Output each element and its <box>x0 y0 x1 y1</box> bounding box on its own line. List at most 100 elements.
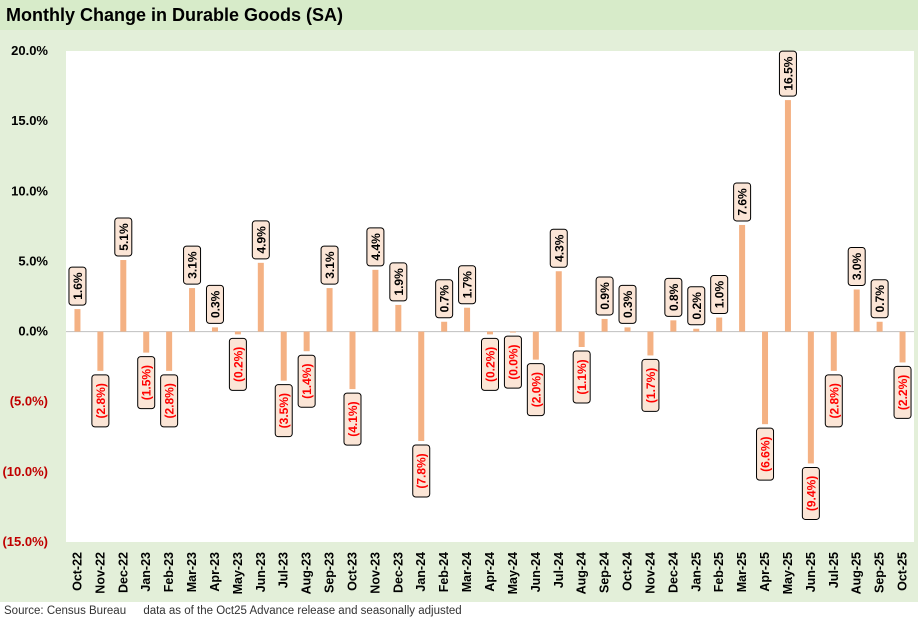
x-tick-label: Mar-25 <box>735 552 749 592</box>
data-label: 1.7% <box>458 265 477 305</box>
bar <box>280 331 287 381</box>
data-label-box <box>137 356 156 410</box>
data-label: (0.2%) <box>228 337 247 391</box>
x-tick-label: Mar-23 <box>185 552 199 592</box>
bar <box>74 309 81 332</box>
data-label-box <box>205 284 224 324</box>
x-tick-label: Apr-23 <box>208 552 222 592</box>
y-tick-label: (10.0%) <box>2 464 48 479</box>
data-label-box <box>687 286 706 326</box>
bar <box>670 320 677 332</box>
x-tick-label: Feb-23 <box>162 552 176 592</box>
data-label-text: 0.3% <box>208 290 222 318</box>
data-label: 1.6% <box>68 266 87 306</box>
bar <box>555 271 562 332</box>
data-label-text: (6.6%) <box>759 436 773 471</box>
data-label-box <box>160 374 179 428</box>
y-tick-label: 20.0% <box>11 43 48 58</box>
x-tick-label: Nov-24 <box>643 552 657 594</box>
x-tick-label: Nov-22 <box>93 552 107 594</box>
data-label: 1.9% <box>389 262 408 302</box>
data-label: 5.1% <box>114 217 133 257</box>
x-tick-label: Oct-25 <box>896 552 910 591</box>
data-label: (2.8%) <box>824 374 843 428</box>
data-label-text: 0.3% <box>621 290 635 318</box>
x-tick-label: Jan-25 <box>689 552 703 592</box>
data-label-text: 1.6% <box>71 272 85 300</box>
data-label: (1.4%) <box>297 354 316 408</box>
x-tick-label: Sep-25 <box>873 552 887 593</box>
data-label-text: (0.2%) <box>231 347 245 382</box>
bar <box>578 331 585 348</box>
x-tick-label: Nov-23 <box>368 552 382 594</box>
data-label-box <box>114 217 133 257</box>
data-label: 0.3% <box>618 284 637 324</box>
data-label-box <box>618 284 637 324</box>
data-label-text: 0.8% <box>667 283 681 311</box>
bar <box>784 100 791 332</box>
data-label: 3.1% <box>320 245 339 285</box>
data-label: (6.6%) <box>756 427 775 481</box>
bar <box>899 331 906 363</box>
data-label-box <box>801 466 820 520</box>
data-label-text: (2.8%) <box>163 383 177 418</box>
data-label-text: (2.8%) <box>94 383 108 418</box>
data-label-text: (1.7%) <box>644 368 658 403</box>
data-label-box <box>526 363 545 417</box>
footer-note: data as of the Oct25 Advance release and… <box>143 605 462 617</box>
data-label: 4.3% <box>549 228 568 268</box>
bar <box>395 304 402 332</box>
data-label-box <box>870 279 889 319</box>
bar <box>234 331 241 335</box>
data-label-box <box>595 276 614 316</box>
data-label: (2.8%) <box>91 374 110 428</box>
x-tick-label: Jul-24 <box>552 552 566 588</box>
bar <box>441 321 448 332</box>
data-label: 3.1% <box>183 245 202 285</box>
x-tick-label: Jan-24 <box>414 552 428 592</box>
bar <box>807 331 814 464</box>
title-bar: Monthly Change in Durable Goods (SA) <box>0 0 918 30</box>
data-label-text: 7.6% <box>736 188 750 216</box>
data-label-box <box>664 277 683 317</box>
bar <box>876 321 883 332</box>
x-tick-label: Apr-25 <box>758 552 772 592</box>
bar <box>624 327 631 332</box>
data-label-box <box>251 220 270 260</box>
bar <box>143 331 150 353</box>
data-label: 1.0% <box>710 275 729 315</box>
x-tick-label: Jun-23 <box>254 552 268 592</box>
x-tick-label: Aug-24 <box>575 552 589 594</box>
data-label: (2.8%) <box>160 374 179 428</box>
data-label-box <box>435 279 454 319</box>
data-label-text: 3.0% <box>850 252 864 280</box>
data-label-text: (2.8%) <box>827 383 841 418</box>
x-tick-label: Sep-24 <box>598 552 612 593</box>
x-tick-label: Apr-24 <box>483 552 497 592</box>
data-label-box <box>68 266 87 306</box>
y-tick-label: 10.0% <box>11 183 48 198</box>
data-label-text: 3.1% <box>186 251 200 279</box>
data-label-text: 3.1% <box>323 251 337 279</box>
x-tick-label: Oct-23 <box>345 552 359 591</box>
x-tick-label: Jun-24 <box>529 552 543 592</box>
bar <box>693 328 700 332</box>
data-label-box <box>389 262 408 302</box>
data-label: (9.4%) <box>801 466 820 520</box>
y-tick-label: 15.0% <box>11 113 48 128</box>
data-label-text: (1.5%) <box>140 365 154 400</box>
data-label-text: 1.9% <box>392 268 406 296</box>
data-label-box <box>572 350 591 404</box>
data-label-text: (1.4%) <box>300 364 314 399</box>
bar <box>120 260 127 332</box>
data-label-box <box>274 384 293 438</box>
x-tick-label: Feb-25 <box>712 552 726 592</box>
data-label-text: 1.0% <box>713 281 727 309</box>
bar <box>739 224 746 332</box>
data-label-text: 0.9% <box>598 282 612 310</box>
data-label-text: (9.4%) <box>804 476 818 511</box>
x-tick-label: Jul-25 <box>827 552 841 588</box>
data-label: (4.1%) <box>343 392 362 446</box>
data-label-text: 4.4% <box>369 233 383 261</box>
